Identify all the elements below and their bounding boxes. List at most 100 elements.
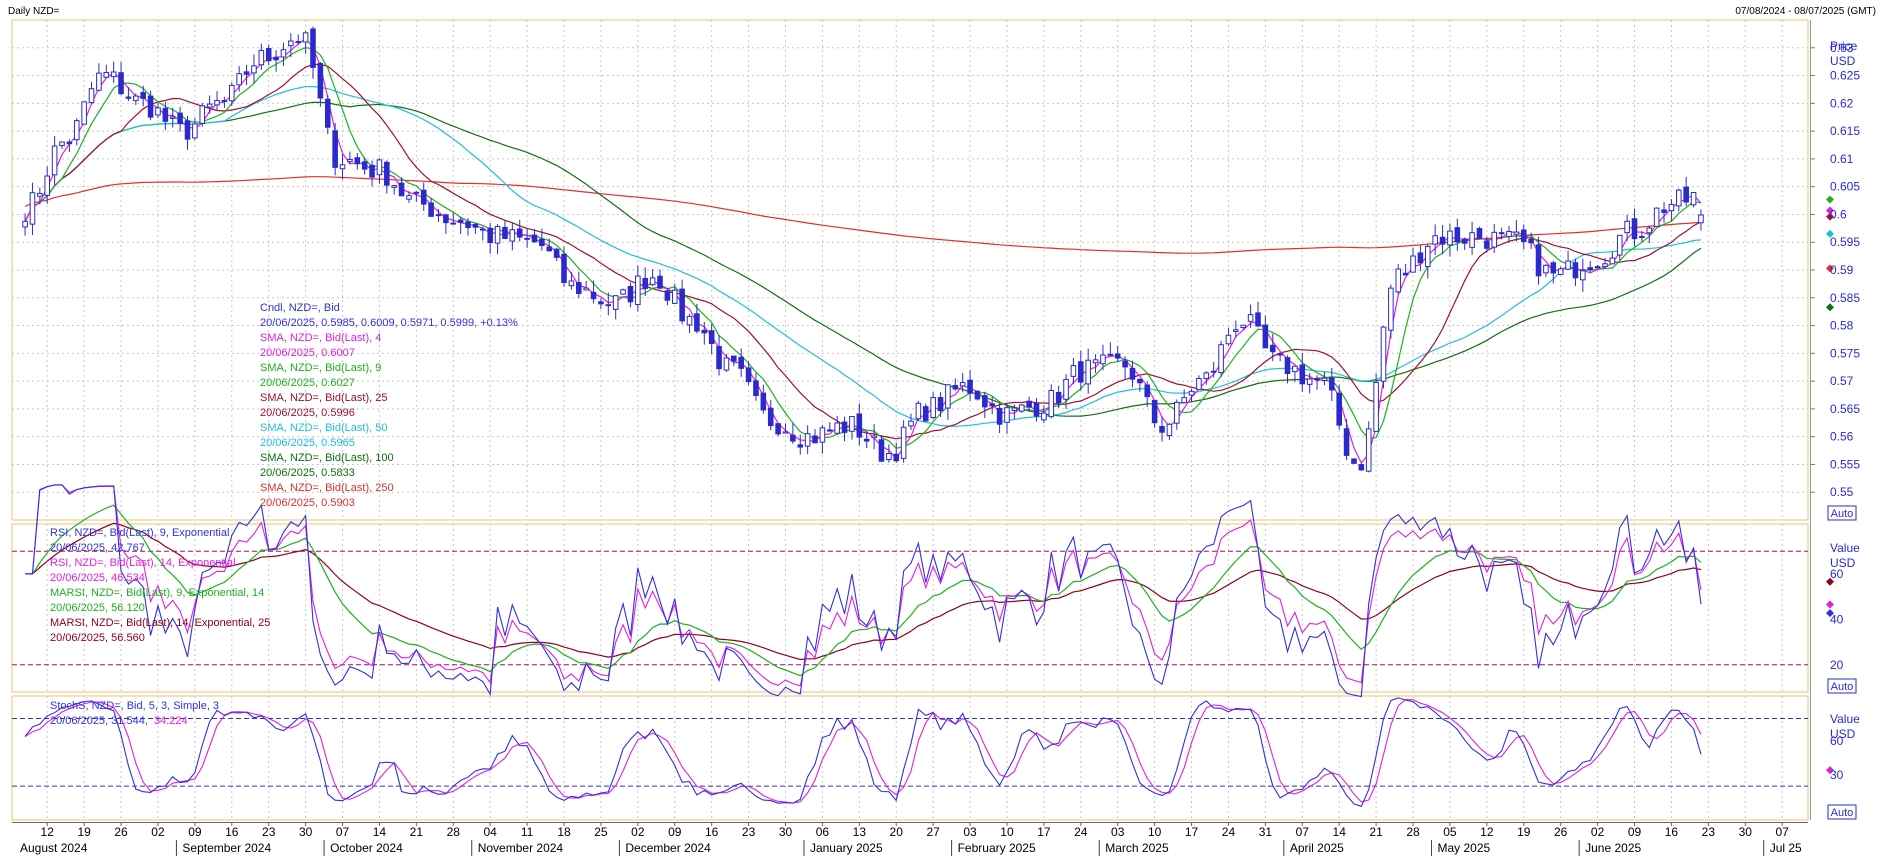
price-auto-button[interactable]: Auto: [1827, 505, 1857, 521]
candle-body: [775, 423, 781, 435]
candle-body: [494, 226, 501, 244]
stoch-axis-unit: USD: [1830, 727, 1856, 741]
x-day-label: 18: [557, 825, 571, 839]
rsi-auto-label: Auto: [1831, 681, 1854, 693]
candle-body: [886, 453, 892, 461]
candle-body: [893, 453, 900, 462]
candle-body: [767, 407, 774, 427]
stoch-legend-item: StochS, NZD=, Bid, 5, 3, Simple, 3: [50, 700, 219, 712]
price-plot: [22, 26, 1834, 473]
x-day-label: 07: [1775, 825, 1789, 839]
candle-body: [834, 422, 840, 434]
price-tick-label: 0.595: [1830, 235, 1860, 249]
x-day-label: 09: [668, 825, 682, 839]
candle-body: [1380, 326, 1387, 382]
x-day-label: 24: [1222, 825, 1236, 839]
candle-body: [1240, 324, 1247, 328]
candle-body: [1631, 218, 1638, 240]
rsi-legend-item: RSI, NZD=, Bid(Last), 9, Exponential: [50, 527, 229, 539]
price-legend-item: SMA, NZD=, Bid(Last), 9: [260, 362, 381, 374]
candle-body: [664, 290, 671, 301]
x-day-label: 03: [1111, 825, 1125, 839]
candle-body: [745, 367, 752, 383]
candle-body: [908, 420, 914, 427]
rsi-9-line: [25, 484, 1702, 698]
candle-body: [1447, 230, 1453, 246]
candle-body: [605, 304, 612, 307]
candle-body: [332, 130, 338, 168]
rsi-auto-button[interactable]: Auto: [1827, 678, 1857, 694]
candle-body: [900, 426, 907, 459]
x-day-label: 04: [484, 825, 498, 839]
x-day-label: 09: [188, 825, 202, 839]
candle-body: [612, 295, 619, 310]
stoch-auto-label: Auto: [1831, 807, 1854, 819]
candle-body: [561, 253, 567, 283]
x-day-label: 16: [225, 825, 239, 839]
candle-body: [81, 101, 87, 125]
candle-body: [66, 141, 73, 145]
candle-body: [1107, 353, 1114, 356]
price-legend-item: 20/06/2025, 0.5985, 0.6009, 0.5971, 0.59…: [260, 317, 518, 329]
rsi-legend-item: MARSI, NZD=, Bid(Last), 9, Exponential, …: [50, 587, 264, 599]
rsi-last-marker: [1826, 600, 1834, 609]
candle-body: [642, 277, 649, 289]
rsi-tick-label: 40: [1830, 612, 1844, 626]
candle-body: [1085, 359, 1091, 385]
candle-body: [1100, 354, 1106, 365]
rsi-legend-item: 20/06/2025, 56.560: [50, 632, 145, 644]
x-day-label: 28: [1406, 825, 1420, 839]
rsi-legend: RSI, NZD=, Bid(Last), 9, Exponential 20/0…: [50, 527, 270, 644]
candle-body: [29, 192, 36, 225]
candle-body: [73, 120, 80, 141]
candle-body: [797, 444, 804, 448]
x-day-label: 12: [1480, 825, 1494, 839]
candle-body: [44, 175, 51, 196]
price-axis-unit: USD: [1830, 54, 1856, 68]
candle-body: [177, 112, 183, 124]
x-day-label: 02: [151, 825, 165, 839]
x-day-label: 07: [1296, 825, 1310, 839]
candle-body: [1078, 361, 1084, 383]
candle-body: [221, 100, 228, 103]
candle-body: [568, 280, 575, 287]
candle-body: [1233, 329, 1239, 332]
candle-body: [1122, 360, 1128, 368]
candle-body: [849, 416, 855, 432]
x-day-label: 10: [1148, 825, 1162, 839]
sma-9-line: [24, 47, 1702, 449]
x-day-label: 11: [521, 825, 534, 839]
candle-body: [679, 288, 685, 322]
marsi-14-line: [25, 522, 1702, 661]
candle-body: [310, 28, 316, 68]
candle-body: [1292, 365, 1298, 373]
candle-body: [1188, 390, 1195, 396]
x-day-label: 26: [1554, 825, 1568, 839]
candle-body: [1543, 264, 1549, 274]
candle-body: [428, 202, 434, 217]
candle-body: [1557, 268, 1564, 275]
candle-body: [959, 382, 966, 387]
price-legend-item: SMA, NZD=, Bid(Last), 4: [260, 332, 381, 344]
candle-body: [59, 141, 65, 147]
candle-body: [819, 427, 826, 443]
x-day-label: 23: [1702, 825, 1716, 839]
marsi-9-line: [25, 504, 1702, 677]
price-legend-item: SMA, NZD=, Bid(Last), 50: [260, 422, 387, 434]
candle-body: [1026, 400, 1032, 408]
candle-body: [1528, 238, 1534, 244]
x-day-label: 16: [1665, 825, 1679, 839]
price-tick-label: 0.55: [1830, 485, 1854, 499]
candle-body: [1262, 324, 1269, 349]
price-tick-label: 0.6: [1830, 207, 1847, 221]
candle-body: [243, 71, 250, 75]
candle-body: [1181, 397, 1187, 404]
candle-body: [546, 246, 553, 252]
candle-body: [1587, 267, 1593, 271]
stoch-auto-button[interactable]: Auto: [1827, 804, 1857, 820]
candle-body: [435, 214, 442, 217]
candle-body: [841, 421, 848, 433]
candle-body: [1196, 378, 1202, 390]
x-day-label: 13: [853, 825, 867, 839]
candle-body: [856, 413, 863, 438]
